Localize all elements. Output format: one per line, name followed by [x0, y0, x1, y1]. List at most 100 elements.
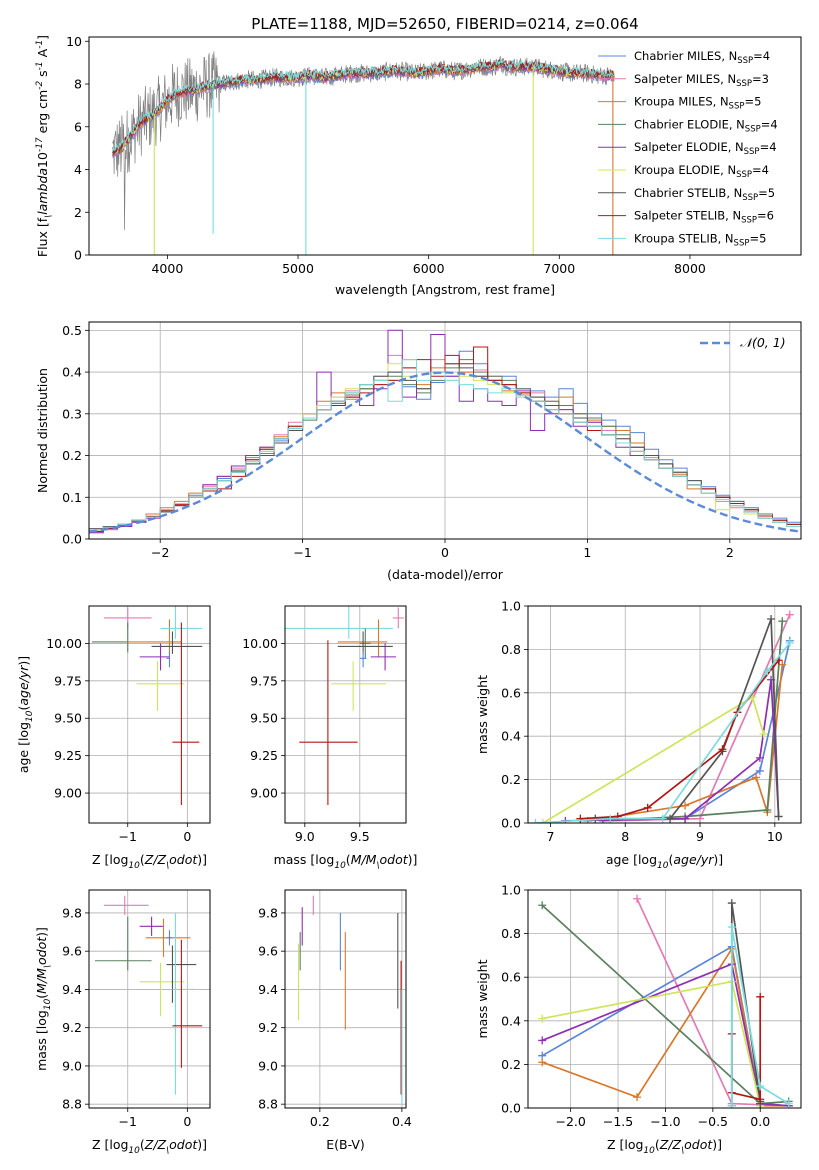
weight-marker-cstelib [774, 812, 783, 821]
spectrum-lines [112, 51, 615, 255]
y-tick-label: 0.8 [501, 926, 521, 941]
weight-marker-kstelib [531, 819, 540, 823]
y-tick-label: 9.8 [258, 905, 278, 920]
y-tick-label: 9.0 [62, 1058, 82, 1073]
age_vs_mass-points [285, 606, 404, 806]
weight_vs_z-frame: −2.0 −1.5 −1.0 −0.5 0.0 0.0 0.2 0.4 0.6 0.8 1.0 [501, 883, 802, 1129]
x-tick-label: −2.0 [555, 1114, 585, 1129]
legend-entry: Salpeter STELIB, NSSP=6 [634, 209, 774, 226]
age_vs_mass-frame: 9.0 9.5 9.00 9.25 9.50 9.75 10.00 [242, 605, 407, 844]
weight-line-kmiles [587, 664, 784, 822]
y-tick-label: 8 [74, 77, 82, 92]
x-tick-label: 2 [726, 545, 734, 560]
mass_vs_ebv-points [297, 895, 403, 1105]
age_vs_mass-axes [285, 606, 406, 823]
x-tick-label: 0 [183, 829, 191, 844]
x-tick-label: 7000 [543, 261, 575, 276]
y-tick-label: 9.6 [258, 944, 278, 959]
axes-frame [284, 889, 407, 1109]
weight-marker-kstelib [727, 923, 736, 932]
x-axis-label: Z [log10(Z/Z\odot)] [92, 1137, 207, 1156]
weight-marker-kmiles [633, 1093, 642, 1102]
legend-entry: Kroupa STELIB, NSSP=5 [634, 231, 766, 248]
axes-frame [88, 36, 802, 256]
weight-marker-selodie [538, 1036, 547, 1045]
legend-entry: Chabrier ELODIE, NSSP=4 [634, 117, 778, 134]
weight-marker-kstelib [727, 1101, 736, 1108]
observed-spectrum [112, 51, 615, 230]
weight-marker-kmiles [752, 773, 761, 782]
x-tick-label: −1 [119, 1114, 137, 1129]
spectrum-frame: 4000 5000 6000 7000 8000 0 2 4 6 8 10 [66, 34, 802, 276]
x-tick-label: 6000 [413, 261, 445, 276]
weight_vs_z-lines [538, 894, 793, 1108]
x-tick-label: −1.0 [650, 1114, 680, 1129]
legend-entry: Chabrier MILES, NSSP=4 [634, 49, 770, 66]
y-tick-label: 0.4 [62, 365, 82, 380]
legend-entry: Kroupa MILES, NSSP=5 [634, 95, 761, 112]
weight-marker-kmiles [681, 801, 690, 810]
y-tick-label: 10.00 [46, 636, 82, 651]
axes-frame [88, 889, 211, 1109]
y-tick-label: 9.2 [62, 1020, 82, 1035]
weight-marker-cmiles [755, 766, 764, 775]
x-tick-label: 0.4 [392, 1114, 412, 1129]
weight-marker-celodie [763, 805, 772, 814]
weight-marker-sstelib [756, 992, 765, 1001]
mass_vs_z-frame: −1 0 8.8 9.0 9.2 9.4 9.6 9.8 [62, 889, 211, 1129]
y-tick-label: 9.4 [258, 982, 278, 997]
weight-marker-sstelib [718, 745, 727, 754]
x-tick-label: 8 [621, 829, 629, 844]
residuals-frame: −2 −1 0 1 2 0.0 0.1 0.2 0.3 0.4 0.5 [62, 321, 802, 560]
y-tick-label: 10 [66, 34, 82, 49]
weight-marker-kstelib [756, 1082, 765, 1091]
weight_vs_age-frame: 7 8 9 10 0.0 0.2 0.4 0.6 0.8 1.0 [501, 599, 802, 844]
y-tick-label: 9.8 [62, 905, 82, 920]
normal-distribution-curve [89, 371, 801, 533]
model-spectrum-kstelib [112, 58, 615, 152]
axes-frame [284, 605, 407, 824]
weight-marker-kelodie [759, 730, 768, 739]
y-axis-label: mass weight [475, 959, 490, 1038]
legend-entry: Salpeter MILES, NSSP=3 [634, 72, 769, 89]
mass_vs_ebv-frame: 0.2 0.4 8.8 9.0 9.2 9.4 9.6 9.8 [258, 889, 412, 1129]
legend-entry-normal: 𝒩(0, 1) [740, 335, 786, 350]
x-tick-label: 1 [583, 545, 591, 560]
weight-marker-sstelib [643, 803, 652, 812]
x-axis-label: wavelength [Angstrom, rest frame] [335, 282, 555, 297]
weight-marker-kstelib [763, 667, 772, 676]
x-tick-label: 0 [183, 1114, 191, 1129]
weight-line-kelodie [542, 980, 762, 1106]
chart-title: PLATE=1188, MJD=52650, FIBERID=0214, z=0… [251, 15, 638, 33]
spectrum-legend: Chabrier MILES, NSSP=4 Salpeter MILES, NS… [598, 49, 778, 248]
x-tick-label: 5000 [282, 261, 314, 276]
y-axis-label: Normed distribution [35, 368, 50, 493]
y-axis-label: mass [log10(M/M\odot)] [34, 927, 53, 1071]
histogram-kstelib [89, 359, 801, 539]
weight-marker-celodie [538, 901, 547, 910]
y-axis-label: mass weight [475, 675, 490, 754]
weight-marker-smiles [785, 610, 794, 619]
x-axis-label: mass [log10(M/M\odot)] [274, 852, 418, 871]
y-tick-label: 0.6 [501, 685, 521, 700]
weight-marker-kelodie [538, 819, 547, 823]
y-tick-label: 8.8 [62, 1097, 82, 1112]
y-tick-label: 9.0 [258, 1058, 278, 1073]
weight-marker-kelodie [538, 1014, 547, 1023]
x-tick-label: 7 [546, 829, 554, 844]
y-tick-label: 9.4 [62, 982, 82, 997]
y-tick-label: 8.8 [258, 1097, 278, 1112]
weight-marker-celodie [778, 617, 787, 626]
y-tick-label: 10.00 [242, 636, 278, 651]
x-tick-label: 9.0 [295, 829, 315, 844]
weight-marker-kstelib [785, 638, 794, 647]
y-tick-label: 0.0 [501, 1101, 521, 1116]
y-tick-label: 9.2 [258, 1020, 278, 1035]
y-tick-label: 9.25 [54, 748, 82, 763]
y-tick-label: 0.0 [501, 816, 521, 831]
weight-marker-cstelib [767, 615, 776, 624]
y-tick-label: 2 [74, 205, 82, 220]
x-tick-label: 8000 [674, 261, 706, 276]
y-tick-label: 4 [74, 162, 82, 177]
